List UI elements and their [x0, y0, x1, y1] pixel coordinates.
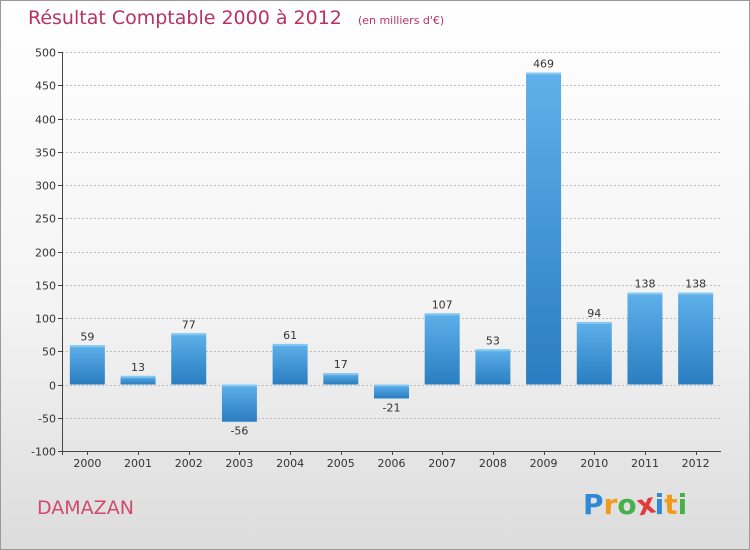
y-tick-label: 350	[35, 147, 56, 160]
bar-2002	[171, 333, 207, 385]
y-tick-label: -100	[31, 446, 56, 459]
data-label-2004: 61	[283, 329, 297, 342]
bar-2011	[627, 292, 663, 385]
x-tick-label: 2002	[175, 457, 203, 470]
y-tick-label: 50	[42, 346, 56, 359]
bar-highlight-2011	[627, 292, 663, 295]
bar-highlight-2004	[272, 343, 308, 346]
bar-2008	[475, 349, 511, 385]
x-tick-label: 2007	[428, 457, 456, 470]
logo-letter: i	[654, 488, 665, 521]
y-tick-label: 250	[35, 213, 56, 226]
bar-2010	[576, 321, 612, 385]
commune-name: DAMAZAN	[37, 497, 134, 519]
bar-2006	[374, 384, 409, 399]
x-tick-label: 2008	[479, 457, 507, 470]
x-tick-label: 2005	[327, 457, 355, 470]
y-tick-label: 200	[35, 247, 56, 260]
y-tick-label: 450	[35, 80, 56, 93]
x-tick-label: 2000	[73, 457, 101, 470]
bar-2003	[221, 384, 257, 422]
y-tick-label: 150	[35, 280, 56, 293]
bar-highlight-2000	[69, 345, 105, 348]
x-tick-label: 2001	[124, 457, 152, 470]
bar-2004	[272, 343, 308, 385]
data-label-2007: 107	[432, 298, 453, 311]
data-label-2010: 94	[587, 307, 601, 320]
data-label-2002: 77	[182, 318, 196, 331]
logo-letter: r	[603, 488, 618, 521]
bar-highlight-2003	[221, 384, 257, 387]
logo-letter: P	[583, 488, 604, 521]
bar-2009	[526, 72, 562, 385]
bar-2012	[678, 292, 714, 385]
data-label-2009: 469	[533, 58, 554, 71]
bar-2005	[323, 373, 359, 385]
bar-highlight-2006	[374, 384, 409, 387]
data-label-2003: -56	[230, 425, 248, 438]
logo-letter: t	[664, 488, 678, 521]
bar-highlight-2008	[475, 349, 511, 352]
x-tick-label: 2006	[378, 457, 406, 470]
data-label-2005: 17	[334, 358, 348, 371]
x-tick-label: 2012	[682, 457, 710, 470]
x-tick-label: 2004	[276, 457, 304, 470]
bar-highlight-2012	[678, 292, 714, 295]
y-tick-label: 500	[35, 47, 56, 60]
bar-2007	[424, 313, 460, 385]
data-label-2001: 13	[131, 361, 145, 374]
proxiti-logo: Proxiti	[583, 486, 688, 522]
data-label-2000: 59	[80, 330, 94, 343]
chart-title-text: Résultat Comptable 2000 à 2012	[28, 7, 342, 29]
x-tick-label: 2010	[580, 457, 608, 470]
data-label-2006: -21	[383, 401, 401, 414]
x-tick-label: 2003	[225, 457, 253, 470]
data-label-2011: 138	[634, 278, 655, 291]
y-tick-label: 0	[49, 380, 56, 393]
logo-letter: o	[617, 488, 637, 521]
bar-2000	[69, 345, 105, 385]
x-tick-label: 2011	[631, 457, 659, 470]
logo-letter: i	[677, 488, 688, 521]
chart-title: Résultat Comptable 2000 à 2012 (en milli…	[28, 7, 444, 29]
data-label-2012: 138	[685, 278, 706, 291]
bar-highlight-2001	[120, 375, 156, 378]
y-tick-label: 100	[35, 313, 56, 326]
bar-highlight-2009	[526, 72, 562, 75]
bar-2001	[120, 375, 156, 385]
data-label-2008: 53	[486, 334, 500, 347]
bar-highlight-2007	[424, 313, 460, 316]
y-tick-label: 300	[35, 180, 56, 193]
chart-unit: (en milliers d'€)	[357, 14, 445, 27]
y-tick-label: -50	[38, 413, 56, 426]
y-tick-label: 400	[35, 114, 56, 127]
bar-highlight-2005	[323, 373, 359, 376]
bar-highlight-2002	[171, 333, 207, 336]
bar-highlight-2010	[576, 321, 612, 324]
x-tick-label: 2009	[530, 457, 558, 470]
